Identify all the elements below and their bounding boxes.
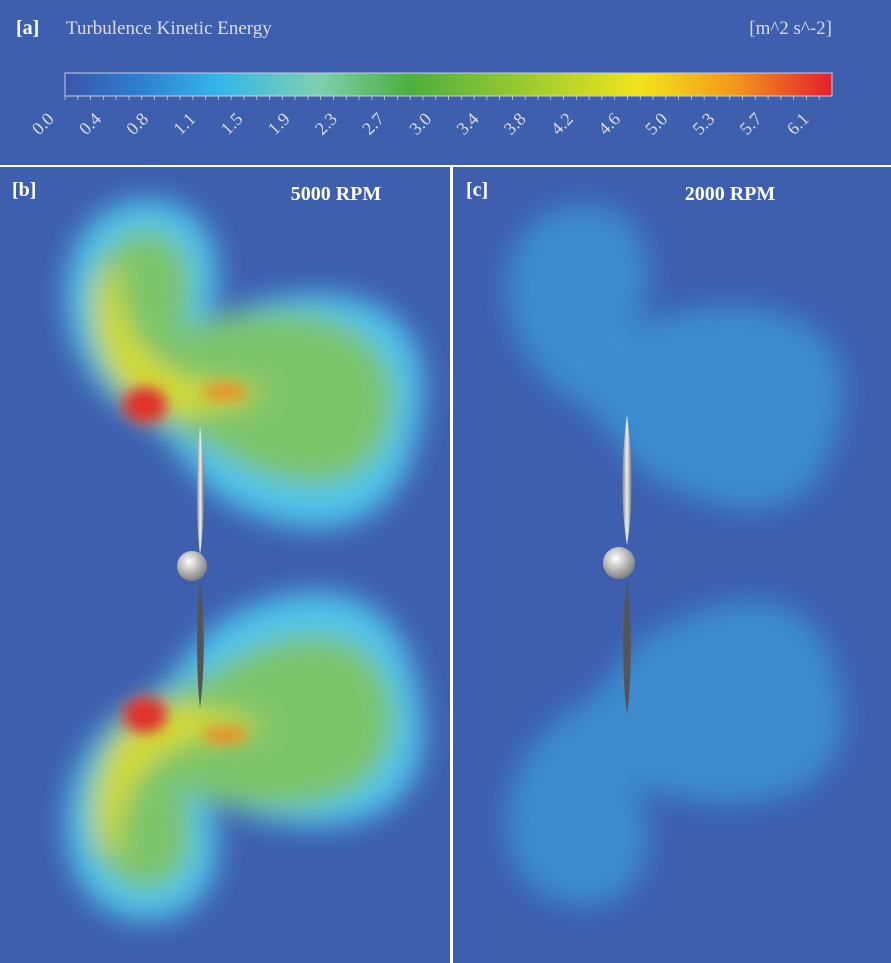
colorbar-unit: [m^2 s^-2]: [749, 18, 832, 39]
panel-label: [c]: [466, 179, 488, 201]
panel-label: [a]: [16, 17, 39, 39]
colorbar-title: Turbulence Kinetic Energy: [66, 18, 272, 39]
colorbar: [65, 73, 832, 96]
panel-title: 5000 RPM: [291, 183, 382, 205]
panel-title: 2000 RPM: [685, 183, 776, 205]
figure: [a] Turbulence Kinetic Energy [m^2 s^-2]…: [0, 0, 891, 963]
panel-label: [b]: [12, 179, 36, 201]
